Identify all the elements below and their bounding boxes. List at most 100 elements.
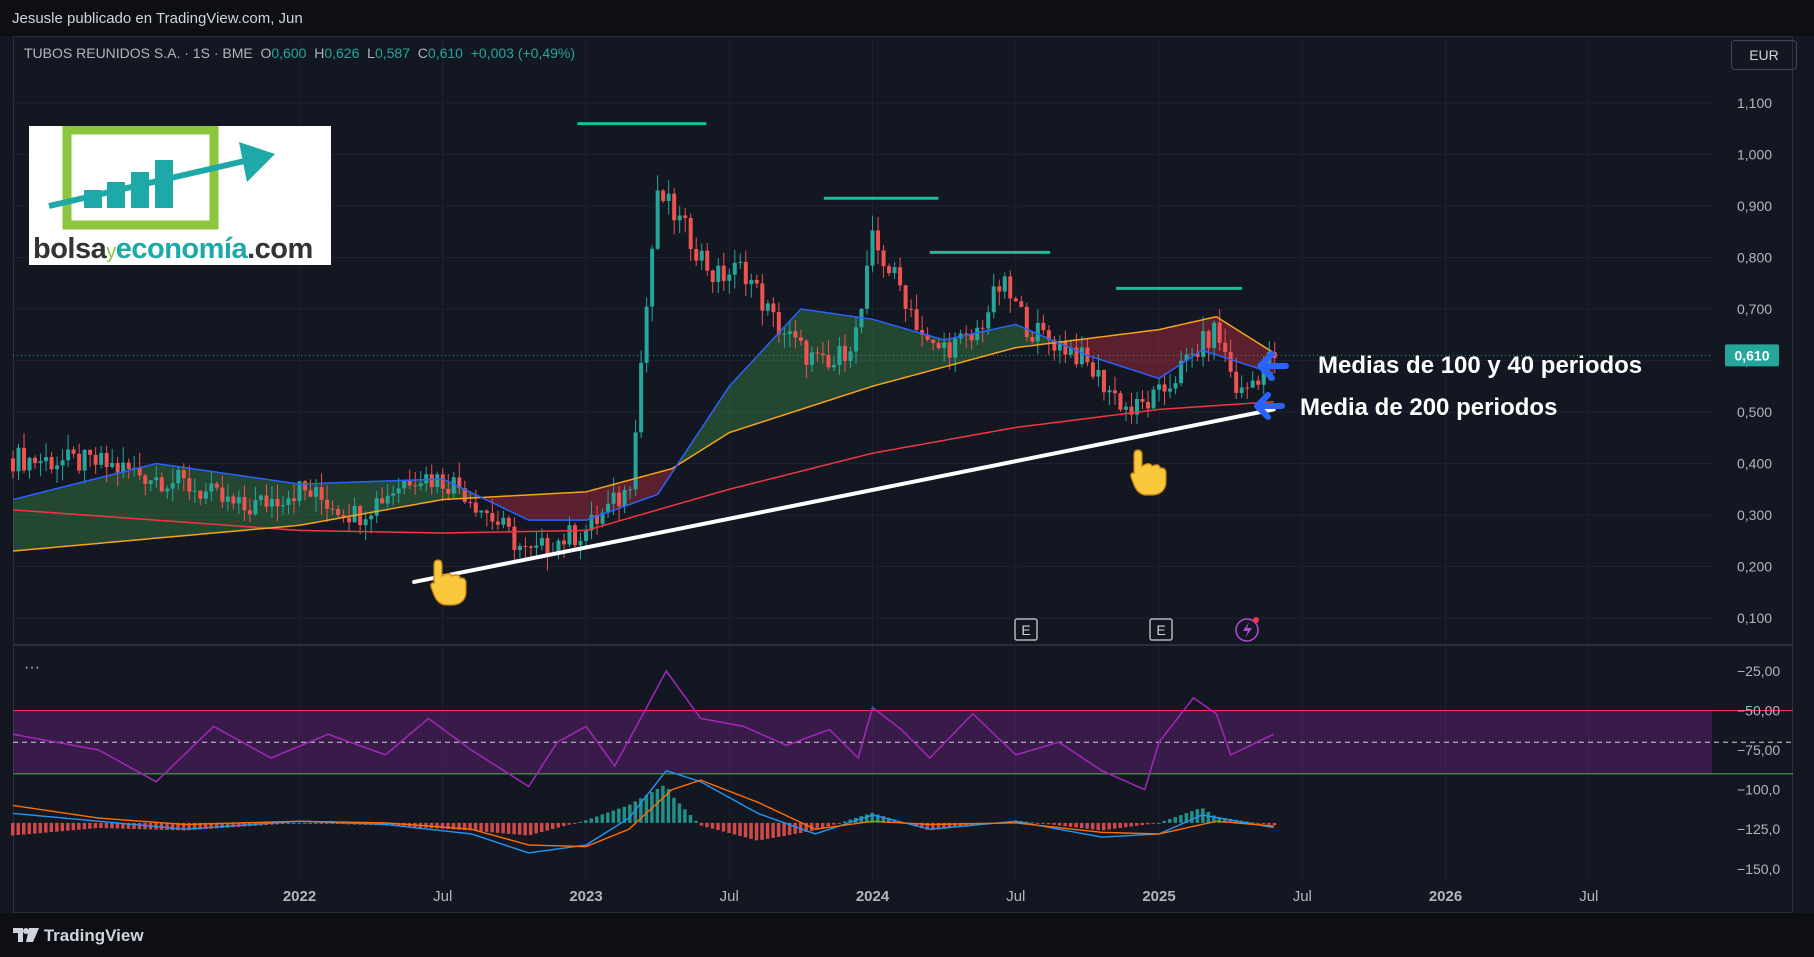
histogram-bar	[71, 822, 76, 831]
histogram-bar	[1146, 822, 1150, 825]
time-tick-label: 2023	[569, 888, 602, 905]
time-tick-label: Jul	[720, 888, 739, 905]
candle-body	[148, 480, 153, 484]
tradingview-logo-icon	[13, 928, 39, 942]
pointing-hand-icon	[430, 559, 467, 606]
candle-body	[429, 474, 434, 487]
histogram-bar	[170, 822, 175, 831]
logo-graphic	[48, 126, 275, 230]
candle-body	[556, 540, 561, 555]
candle-body	[1201, 331, 1206, 357]
candle-body	[396, 488, 401, 494]
histogram-bar	[16, 822, 21, 836]
symbol-legend[interactable]: TUBOS REUNIDOS S.A. · 1S · BME O0,600 H0…	[24, 45, 575, 61]
histogram-bar	[181, 822, 186, 831]
oscillator-tick-label: −125,0	[1737, 821, 1780, 837]
histogram-bar	[1057, 822, 1062, 826]
candle-body	[1157, 384, 1162, 390]
candle-body	[931, 339, 936, 344]
price-tick-label: 1,100	[1737, 95, 1772, 111]
symbol-name: TUBOS REUNIDOS S.A. · 1S · BME	[24, 45, 253, 61]
earnings-marker-label: E	[1156, 622, 1165, 638]
histogram-bar	[501, 822, 505, 834]
candle-body	[892, 267, 897, 274]
histogram-bar	[44, 822, 48, 833]
earnings-marker[interactable]: E	[1149, 618, 1173, 641]
candle-body	[402, 480, 407, 489]
histogram-bar	[705, 822, 709, 828]
histogram-bar	[33, 822, 37, 834]
histogram-bar	[479, 822, 483, 832]
candle-body	[1030, 337, 1035, 342]
candle-body	[677, 215, 682, 221]
histogram-bar	[1129, 822, 1133, 827]
histogram-bar	[848, 819, 852, 823]
candle-body	[1217, 322, 1222, 343]
histogram-bar	[1168, 818, 1172, 823]
candle-body	[1168, 388, 1173, 392]
candle-body	[876, 230, 881, 251]
earnings-marker[interactable]: E	[1014, 618, 1038, 641]
time-tick-label: Jul	[433, 888, 452, 905]
candle-body	[1112, 390, 1117, 394]
candle-body	[909, 308, 914, 310]
candle-body	[1206, 331, 1211, 348]
pane-menu-button[interactable]: ···	[24, 659, 40, 676]
histogram-bar	[1063, 822, 1067, 827]
candle-body	[1162, 384, 1167, 392]
candle-body	[1057, 341, 1062, 351]
histogram-bar	[782, 822, 786, 836]
candle-body	[517, 545, 522, 550]
candle-body	[628, 489, 633, 491]
histogram-bar	[159, 822, 164, 830]
histogram-bar	[1217, 817, 1222, 823]
histogram-bar	[936, 822, 941, 830]
candle-body	[358, 506, 363, 526]
candle-body	[319, 487, 324, 500]
candle-body	[650, 248, 655, 307]
candle-body	[1063, 341, 1068, 355]
histogram-bar	[837, 822, 841, 824]
histogram-bar	[1272, 822, 1277, 826]
histogram-bar	[727, 822, 731, 833]
histogram-bar	[440, 822, 445, 829]
time-tick-label: 2025	[1142, 888, 1175, 905]
candle-body	[490, 513, 495, 522]
histogram-bar	[1190, 811, 1194, 823]
candle-body	[203, 491, 208, 499]
pane-menu-icon: ···	[24, 659, 40, 676]
candle-body	[71, 449, 76, 454]
histogram-bar	[892, 819, 897, 823]
candle-body	[484, 510, 489, 514]
histogram-bar	[330, 822, 335, 824]
candle-body	[11, 458, 15, 472]
histogram-bar	[1024, 821, 1029, 823]
candle-body	[363, 519, 368, 526]
candle-body	[242, 497, 247, 511]
currency-button[interactable]: EUR	[1731, 40, 1797, 70]
candle-body	[837, 346, 842, 365]
ma-40-line	[12, 308, 1274, 521]
dividend-marker[interactable]	[1235, 617, 1259, 642]
histogram-bar	[798, 822, 803, 833]
candle-body	[451, 477, 456, 494]
candle-body	[269, 498, 274, 507]
histogram-bar	[198, 822, 202, 830]
candle-body	[468, 502, 473, 504]
trendline-group	[412, 407, 1276, 584]
histogram-bar	[1256, 822, 1260, 824]
histogram-bar	[55, 822, 59, 832]
histogram-bar	[1118, 822, 1122, 828]
ma-100-line	[12, 315, 1275, 552]
time-tick-label: 2026	[1429, 888, 1462, 905]
histogram-bar	[639, 798, 643, 823]
candles	[11, 175, 1277, 571]
histogram-bar	[947, 822, 952, 829]
histogram-bar	[958, 822, 963, 827]
histogram-bar	[820, 822, 825, 829]
candle-body	[584, 530, 589, 542]
histogram-bar	[495, 822, 500, 833]
histogram-bar	[214, 822, 219, 829]
tradingview-brand[interactable]: TradingView	[13, 926, 144, 946]
